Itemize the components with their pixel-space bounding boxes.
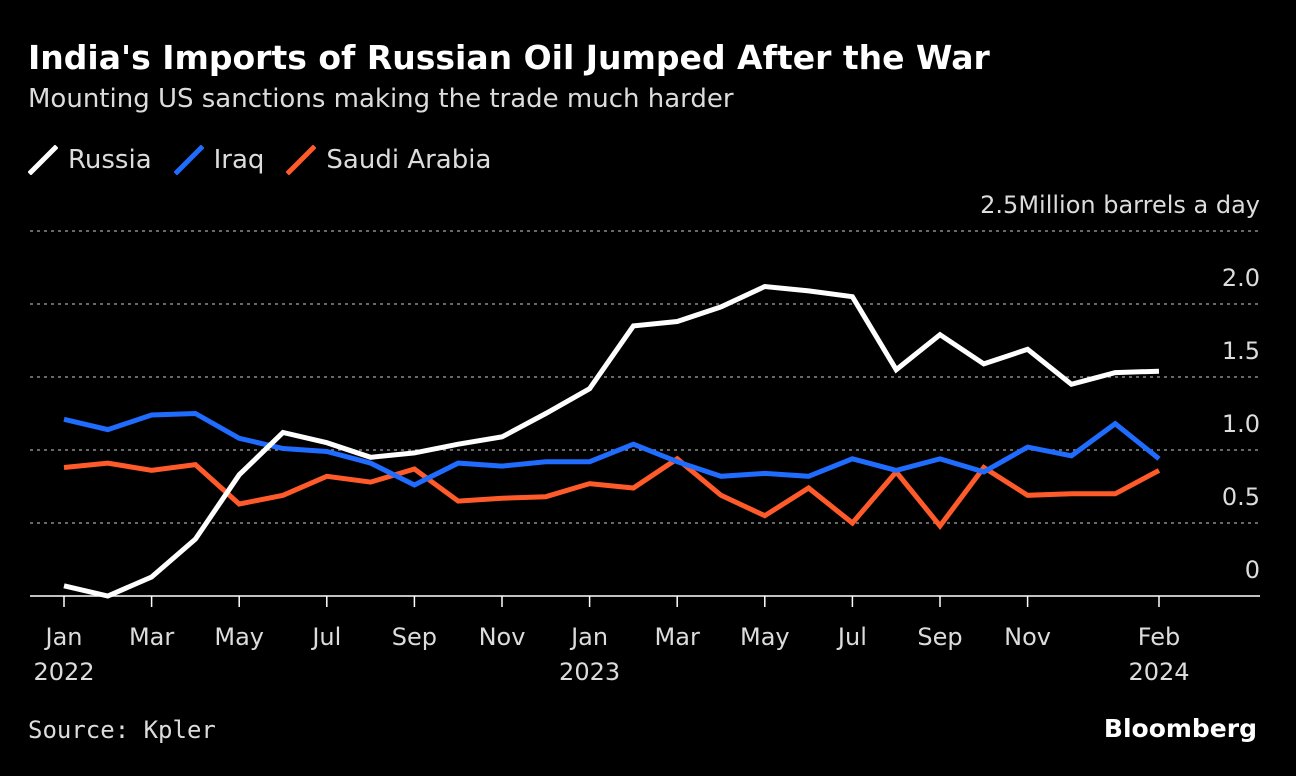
legend: Russia Iraq Saudi Arabia xyxy=(28,140,513,180)
x-tick-label: Nov xyxy=(479,623,526,651)
x-tick-label: Mar xyxy=(655,623,700,651)
x-tick-label: May xyxy=(740,623,790,651)
legend-item-saudi: Saudi Arabia xyxy=(286,145,491,175)
legend-swatch-line-saudi xyxy=(286,145,317,175)
x-tick-label: Jul xyxy=(836,623,867,651)
source-note: Source: Kpler xyxy=(28,716,216,744)
y-tick-label: 1.0 xyxy=(1222,410,1260,438)
y-tick-label: 0 xyxy=(1245,556,1260,584)
x-tick-label: Jan xyxy=(44,623,83,651)
series-line-saudi xyxy=(63,455,1161,530)
chart-title: India's Imports of Russian Oil Jumped Af… xyxy=(28,38,990,77)
series-line-russia xyxy=(63,283,1160,599)
legend-item-iraq: Iraq xyxy=(173,145,265,175)
x-tick-label: Jul xyxy=(310,623,341,651)
x-tick-year-label: 2024 xyxy=(1128,658,1189,686)
y-tick-label: 2.5 xyxy=(980,191,1018,219)
x-tick-label: Feb xyxy=(1138,623,1181,651)
y-tick-label: 0.5 xyxy=(1222,483,1260,511)
y-tick-label: 2.0 xyxy=(1222,264,1260,292)
unit-label: Million barrels a day xyxy=(1018,191,1260,219)
legend-label-saudi: Saudi Arabia xyxy=(326,145,492,175)
legend-swatch-line-iraq xyxy=(173,145,204,175)
x-tick-label: Sep xyxy=(917,623,962,651)
legend-item-russia: Russia xyxy=(28,145,152,175)
bloomberg-logo: Bloomberg xyxy=(1103,714,1257,743)
y-tick-label-top: 2.5Million barrels a day xyxy=(980,191,1260,219)
x-tick-label: May xyxy=(214,623,264,651)
legend-label-iraq: Iraq xyxy=(213,145,265,175)
legend-label-russia: Russia xyxy=(68,145,152,175)
y-tick-label: 1.5 xyxy=(1222,337,1260,365)
x-tick-label: Nov xyxy=(1004,623,1051,651)
x-tick-year-label: 2023 xyxy=(559,658,620,686)
x-tick-label: Mar xyxy=(129,623,174,651)
legend-swatch-iraq xyxy=(173,145,204,175)
legend-swatch-saudi xyxy=(286,145,317,175)
chart-subtitle: Mounting US sanctions making the trade m… xyxy=(28,84,734,114)
x-tick-year-label: 2022 xyxy=(33,658,94,686)
series-line-iraq xyxy=(63,410,1161,488)
legend-swatch-line-russia xyxy=(28,145,58,175)
legend-swatch-russia xyxy=(28,145,58,175)
x-tick-label: Sep xyxy=(392,623,437,651)
x-tick-label: Jan xyxy=(569,623,608,651)
